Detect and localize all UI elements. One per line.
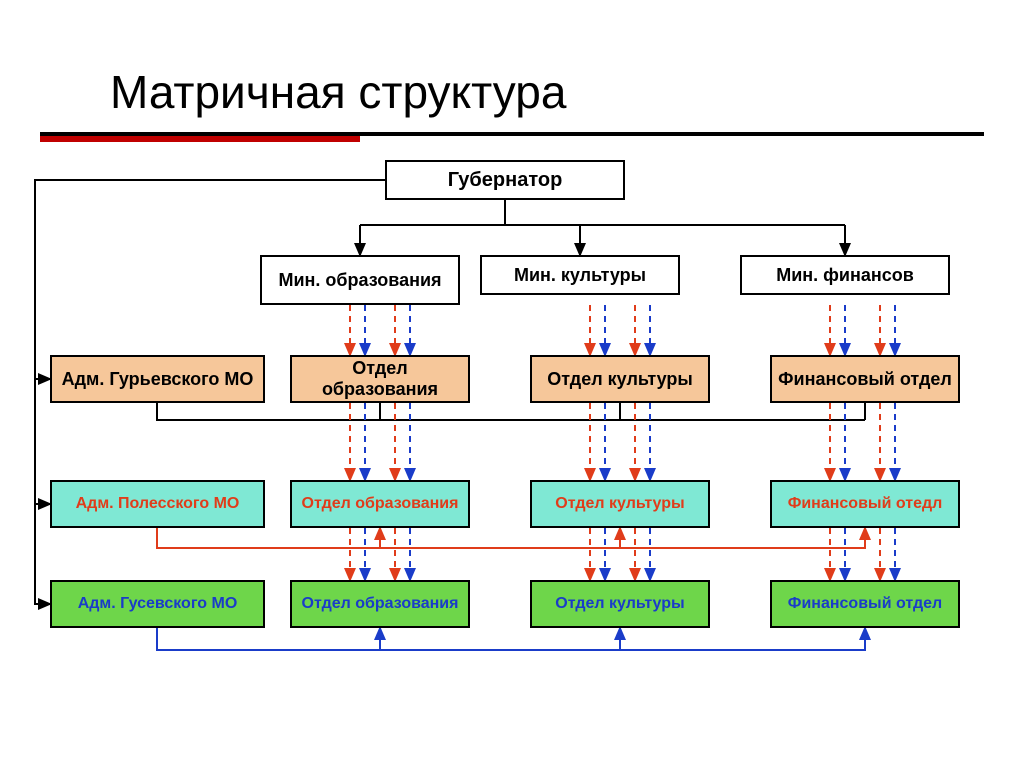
org-node: Мин. финансов <box>740 255 950 295</box>
org-node: Отдел образования <box>290 580 470 628</box>
org-node: Отдел образования <box>290 480 470 528</box>
title-rule-red <box>40 136 360 142</box>
org-node-label: Отдел культуры <box>555 595 684 613</box>
org-node-label: Губернатор <box>448 169 563 192</box>
org-node-label: Адм. Гурьевского МО <box>62 369 254 390</box>
org-node: Отдел культуры <box>530 355 710 403</box>
org-node-label: Отдел культуры <box>547 369 693 390</box>
page-title: Матричная структура <box>110 65 566 119</box>
org-node-label: Мин. образования <box>278 270 441 291</box>
org-node: Отдел культуры <box>530 480 710 528</box>
org-node-label: Отдел образования <box>302 495 459 513</box>
org-node: Адм. Гурьевского МО <box>50 355 265 403</box>
org-node: Отдел образования <box>290 355 470 403</box>
org-node: Финансовый отдел <box>770 580 960 628</box>
org-node-label: Отдел образования <box>302 595 459 613</box>
org-node: Отдел культуры <box>530 580 710 628</box>
org-node-label: Мин. финансов <box>776 265 914 286</box>
org-node-label: Финансовый отедл <box>788 495 943 513</box>
org-node-label: Адм. Полесского МО <box>76 495 240 513</box>
slide: Матричная структура Губернатор Мин. образ… <box>0 0 1024 767</box>
org-node-label: Отдел культуры <box>555 495 684 513</box>
org-node: Адм. Гусевского МО <box>50 580 265 628</box>
org-node-label: Финансовый отдел <box>778 369 952 390</box>
org-node: Мин. образования <box>260 255 460 305</box>
org-node: Финансовый отдел <box>770 355 960 403</box>
org-node: Мин. культуры <box>480 255 680 295</box>
org-node-label: Финансовый отдел <box>788 595 942 613</box>
org-node-label: Адм. Гусевского МО <box>78 595 238 613</box>
org-node: Адм. Полесского МО <box>50 480 265 528</box>
org-node-label: Отдел образования <box>296 358 464 399</box>
org-node: Губернатор <box>385 160 625 200</box>
org-node: Финансовый отедл <box>770 480 960 528</box>
org-node-label: Мин. культуры <box>514 265 646 286</box>
